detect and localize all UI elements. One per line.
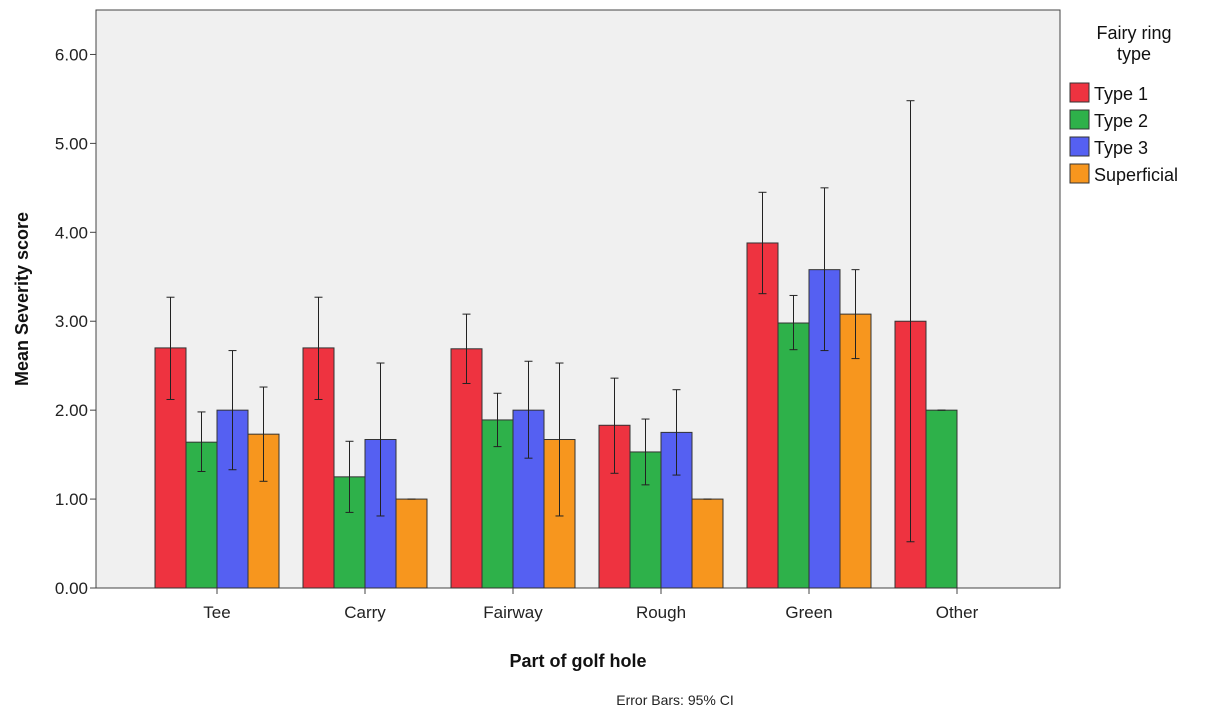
legend-label: Type 2	[1094, 111, 1148, 131]
error-bar	[197, 411, 206, 473]
error-bar	[166, 296, 175, 400]
y-axis: 0.00 1.00 2.00 3.00 4.00 5.00 6.00	[55, 45, 96, 598]
error-bar	[641, 418, 650, 486]
bar-type-2-other	[925, 409, 958, 589]
bar-type-1-green	[746, 242, 779, 589]
legend-swatch	[1069, 163, 1090, 184]
y-tick-label: 0.00	[55, 579, 88, 598]
error-bar	[555, 362, 564, 517]
error-bar	[789, 294, 798, 351]
error-bar	[758, 191, 767, 295]
bar-type-1-fairway	[450, 348, 483, 589]
legend-label: Type 3	[1094, 138, 1148, 158]
y-tick-label: 2.00	[55, 401, 88, 420]
error-bars	[166, 100, 946, 543]
bar-superficial-rough	[691, 498, 724, 589]
legend-label: Type 1	[1094, 84, 1148, 104]
error-bar	[228, 350, 237, 471]
y-tick-label: 5.00	[55, 134, 88, 153]
legend-title-line-2: type	[1117, 44, 1151, 64]
x-tick-label: Green	[785, 603, 832, 622]
error-bar	[314, 296, 323, 400]
legend-item: Type 2	[1069, 109, 1148, 131]
bar-type-2-green	[777, 322, 810, 589]
y-tick-label: 1.00	[55, 490, 88, 509]
legend-item: Superficial	[1069, 163, 1178, 185]
error-bar	[493, 392, 502, 448]
legend-swatch	[1069, 109, 1090, 130]
x-tick-label: Fairway	[483, 603, 543, 622]
legend-swatch	[1069, 136, 1090, 157]
x-tick-label: Other	[936, 603, 979, 622]
error-bar	[259, 386, 268, 482]
error-bar	[524, 360, 533, 459]
x-tick-label: Carry	[344, 603, 386, 622]
y-tick-label: 6.00	[55, 45, 88, 64]
legend-item: Type 3	[1069, 136, 1148, 158]
legend-swatch	[1069, 82, 1090, 103]
x-tick-label: Rough	[636, 603, 686, 622]
legend-item: Type 1	[1069, 82, 1148, 104]
error-bar	[345, 440, 354, 513]
error-bar	[462, 313, 471, 384]
y-axis-title: Mean Severity score	[12, 212, 32, 386]
error-bar	[906, 100, 915, 543]
x-axis: Tee Carry Fairway Rough Green Other	[203, 588, 979, 622]
x-axis-title: Part of golf hole	[510, 651, 647, 671]
error-bar	[851, 269, 860, 360]
error-bar	[820, 187, 829, 352]
error-bar	[610, 377, 619, 474]
error-bar	[672, 389, 681, 476]
error-bars-note: Error Bars: 95% CI	[616, 692, 733, 708]
error-bar	[376, 362, 385, 517]
y-tick-label: 4.00	[55, 223, 88, 242]
legend-title-line-1: Fairy ring	[1096, 23, 1171, 43]
x-tick-label: Tee	[203, 603, 230, 622]
bar-superficial-green	[839, 313, 872, 589]
legend: Fairy ring type Type 1 Type 2 Type 3 Superf…	[1069, 23, 1178, 185]
y-tick-label: 3.00	[55, 312, 88, 331]
bar-type-2-fairway	[481, 419, 514, 589]
bar-superficial-carry	[395, 498, 428, 589]
legend-label: Superficial	[1094, 165, 1178, 185]
